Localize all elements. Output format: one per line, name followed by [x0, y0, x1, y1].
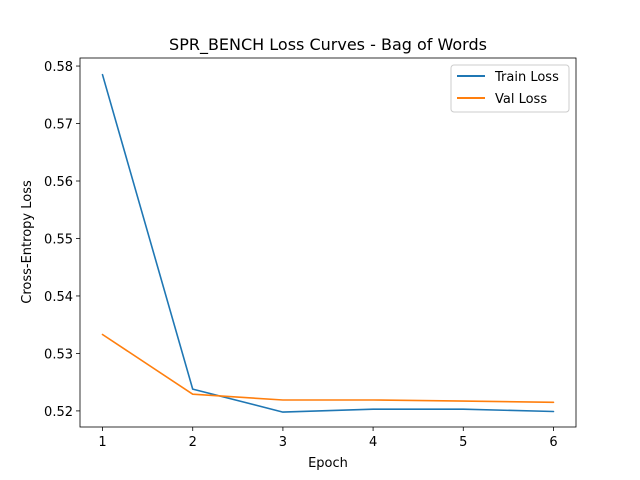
plot-frame	[79, 57, 577, 428]
x-tick-label: 5	[459, 435, 467, 450]
y-tick-label: 0.56	[44, 175, 73, 190]
series-line-val-loss	[101, 333, 555, 404]
legend-label-train-loss: Train Loss	[494, 70, 559, 85]
y-tick-label: 0.55	[44, 232, 73, 247]
x-axis-label: Epoch	[308, 456, 348, 471]
series-line-train-loss	[101, 73, 555, 413]
chart-title: SPR_BENCH Loss Curves - Bag of Words	[169, 35, 487, 55]
x-tick-label: 3	[279, 435, 287, 450]
y-axis: 0.52 0.53 0.54 0.55 0.56 0.57 0.58	[44, 60, 80, 420]
x-tick-label: 1	[98, 435, 106, 450]
y-tick-label: 0.53	[44, 347, 73, 362]
legend-label-val-loss: Val Loss	[495, 92, 547, 107]
y-axis-label: Cross-Entropy Loss	[20, 180, 35, 304]
y-tick-label: 0.58	[44, 60, 73, 75]
plot-area	[79, 57, 577, 428]
y-tick-label: 0.54	[44, 290, 73, 305]
y-tick-label: 0.57	[44, 118, 73, 133]
x-tick-label: 6	[549, 435, 557, 450]
x-tick-label: 4	[369, 435, 377, 450]
y-tick-label: 0.52	[44, 405, 73, 420]
series-lines	[101, 73, 555, 413]
x-axis: 1 2 3 4 5 6	[98, 427, 558, 450]
x-tick-label: 2	[189, 435, 197, 450]
legend: Train Loss Val Loss	[450, 64, 570, 113]
